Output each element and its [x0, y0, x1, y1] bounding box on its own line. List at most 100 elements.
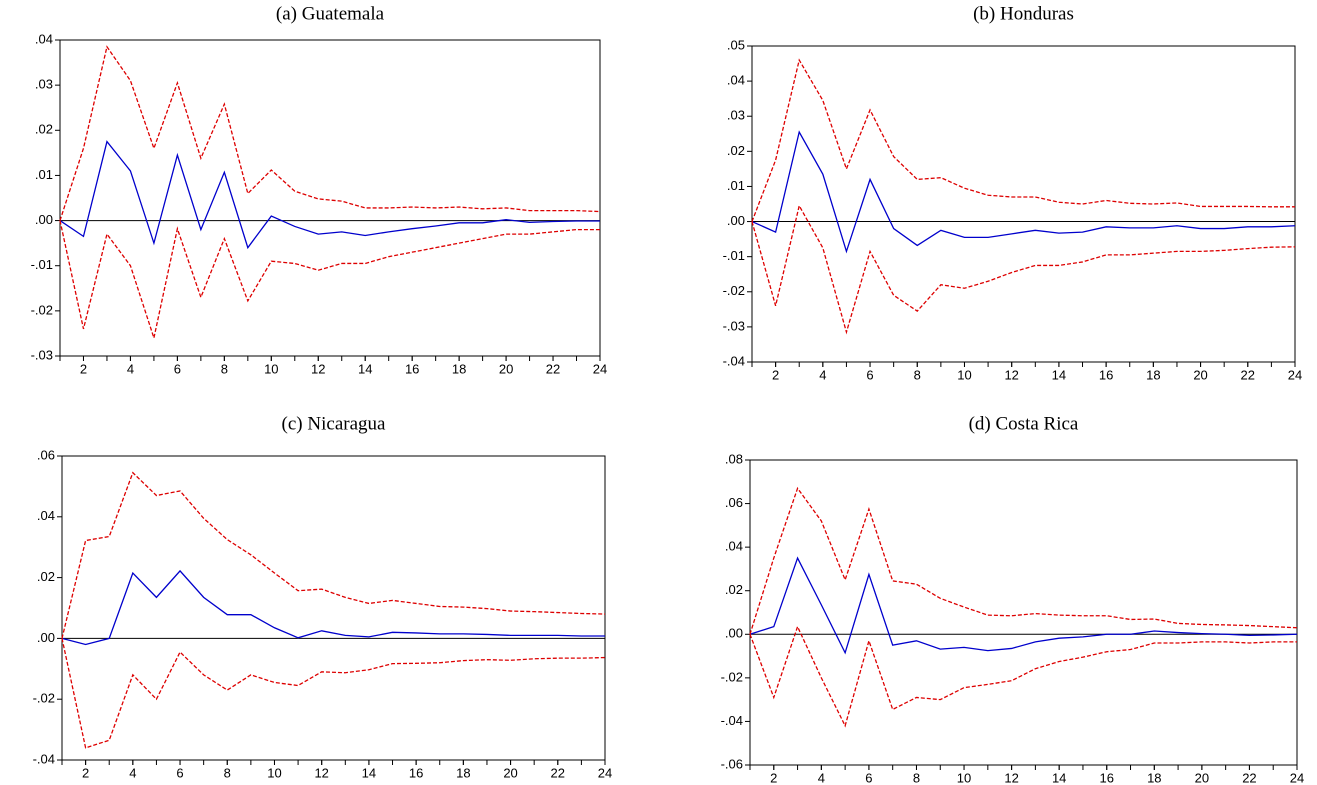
series-line — [751, 58, 1295, 222]
y-tick-label: .05 — [727, 37, 745, 52]
panel-title: (d) Costa Rica — [969, 413, 1079, 434]
x-tick-label: 2 — [770, 770, 777, 785]
y-tick-label: -.02 — [723, 283, 745, 298]
series-line — [751, 203, 1296, 335]
y-tick-label: .06 — [725, 495, 743, 510]
plot-frame — [59, 39, 601, 357]
y-tick-label: -.06 — [721, 756, 743, 771]
y-tick-label: .04 — [727, 73, 745, 88]
x-tick-label: 4 — [127, 361, 134, 376]
x-tick-label: 6 — [174, 361, 181, 376]
y-tick-label: .02 — [37, 569, 55, 584]
x-tick-label: 20 — [503, 765, 517, 780]
x-tick-label: 22 — [1242, 770, 1256, 785]
x-tick-label: 14 — [1052, 770, 1066, 785]
plot-frame — [61, 455, 606, 761]
x-tick-label: 12 — [1004, 770, 1018, 785]
x-tick-label: 24 — [598, 765, 612, 780]
x-tick-label: 24 — [1290, 770, 1304, 785]
series-line — [61, 569, 605, 646]
x-tick-label: 12 — [311, 361, 325, 376]
y-tick-label: .02 — [35, 122, 53, 137]
series-line — [749, 486, 1298, 635]
x-tick-label: 24 — [1288, 367, 1302, 382]
plot-frame — [749, 459, 1298, 766]
x-tick-label: 14 — [362, 765, 376, 780]
x-tick-label: 18 — [1146, 367, 1160, 382]
x-tick-label: 12 — [314, 765, 328, 780]
panel-title: (c) Nicaragua — [282, 413, 386, 434]
y-tick-label: .04 — [725, 539, 743, 554]
y-tick-label: .00 — [727, 213, 745, 228]
x-tick-label: 16 — [1099, 367, 1113, 382]
y-tick-label: -.03 — [31, 347, 53, 362]
x-tick-label: 24 — [593, 361, 607, 376]
x-tick-label: 20 — [1193, 367, 1207, 382]
x-tick-label: 2 — [772, 367, 779, 382]
y-tick-label: .08 — [725, 451, 743, 466]
x-tick-label: 22 — [1241, 367, 1255, 382]
y-tick-label: .01 — [727, 178, 745, 193]
series-line — [749, 556, 1298, 655]
x-tick-label: 8 — [224, 765, 231, 780]
series-line — [61, 638, 606, 749]
x-tick-label: 20 — [1195, 770, 1209, 785]
x-tick-label: 16 — [405, 361, 419, 376]
y-tick-label: .04 — [37, 508, 55, 523]
y-tick-label: -.02 — [721, 669, 743, 684]
x-tick-label: 8 — [914, 367, 921, 382]
x-tick-label: 6 — [865, 770, 872, 785]
x-tick-label: 18 — [452, 361, 466, 376]
x-tick-label: 8 — [221, 361, 228, 376]
x-tick-label: 10 — [957, 367, 971, 382]
x-tick-label: 20 — [499, 361, 513, 376]
y-tick-label: -.01 — [31, 257, 53, 272]
x-tick-label: 4 — [819, 367, 826, 382]
y-tick-label: .02 — [725, 582, 743, 597]
x-tick-label: 8 — [913, 770, 920, 785]
x-tick-label: 10 — [267, 765, 281, 780]
y-tick-label: .00 — [35, 212, 53, 227]
y-tick-label: -.02 — [31, 302, 53, 317]
x-tick-label: 4 — [129, 765, 136, 780]
x-tick-label: 16 — [1100, 770, 1114, 785]
y-tick-label: -.04 — [723, 353, 745, 368]
x-tick-label: 18 — [1147, 770, 1161, 785]
y-tick-label: .00 — [37, 630, 55, 645]
y-tick-label: .04 — [35, 31, 53, 46]
x-tick-label: 14 — [1052, 367, 1066, 382]
x-tick-label: 14 — [358, 361, 372, 376]
x-tick-label: 10 — [957, 770, 971, 785]
series-line — [59, 220, 600, 341]
series-line — [59, 140, 600, 250]
x-tick-label: 22 — [551, 765, 565, 780]
x-tick-label: 22 — [546, 361, 560, 376]
x-tick-label: 18 — [456, 765, 470, 780]
x-tick-label: 2 — [82, 765, 89, 780]
y-tick-label: -.03 — [723, 318, 745, 333]
series-line — [59, 45, 601, 221]
plot-frame — [751, 45, 1296, 363]
x-tick-label: 6 — [176, 765, 183, 780]
y-tick-label: .03 — [35, 77, 53, 92]
x-tick-label: 12 — [1004, 367, 1018, 382]
y-tick-label: -.04 — [721, 713, 743, 728]
y-tick-label: .00 — [725, 626, 743, 641]
y-tick-label: .03 — [727, 108, 745, 123]
series-line — [61, 471, 606, 639]
x-tick-label: 6 — [866, 367, 873, 382]
x-tick-label: 10 — [264, 361, 278, 376]
y-tick-label: .01 — [35, 167, 53, 182]
x-tick-label: 2 — [80, 361, 87, 376]
y-tick-label: -.01 — [723, 248, 745, 263]
y-tick-label: -.04 — [33, 751, 55, 766]
x-tick-label: 16 — [409, 765, 423, 780]
panel-title: (b) Honduras — [973, 3, 1074, 24]
y-tick-label: .06 — [37, 447, 55, 462]
y-tick-label: .02 — [727, 143, 745, 158]
series-line — [749, 624, 1297, 728]
y-tick-label: -.02 — [33, 691, 55, 706]
panel-title: (a) Guatemala — [276, 3, 385, 24]
series-line — [751, 130, 1296, 254]
